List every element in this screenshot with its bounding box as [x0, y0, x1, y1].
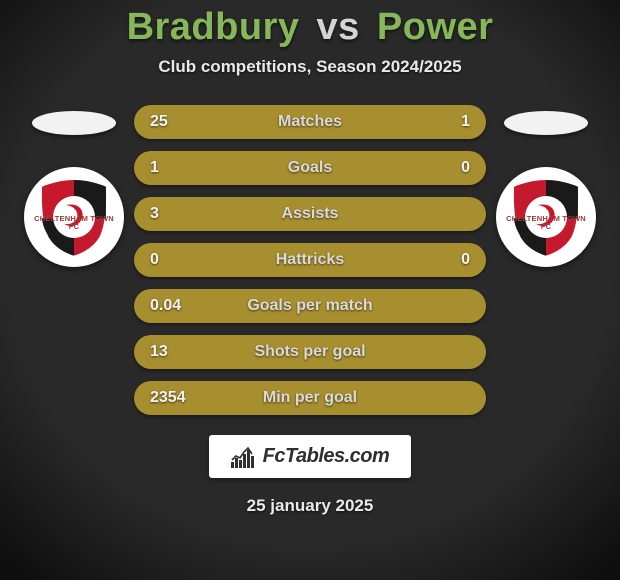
stat-label: Assists: [210, 205, 410, 223]
brand-badge[interactable]: FcTables.com: [209, 435, 412, 478]
brand-text: FcTables.com: [263, 445, 390, 468]
left-column: CHELTENHAM TOWN FC: [14, 105, 134, 267]
club-name-right: CHELTENHAM TOWN FC: [504, 215, 588, 230]
stat-row: 3Assists: [134, 197, 486, 231]
club-crest-left: CHELTENHAM TOWN FC: [32, 175, 116, 259]
stats-table: 25Matches11Goals03Assists0Hattricks00.04…: [134, 105, 486, 415]
date-text: 25 january 2025: [247, 496, 374, 516]
club-logo-left: CHELTENHAM TOWN FC: [24, 167, 124, 267]
stat-label: Matches: [210, 113, 410, 131]
stat-value-left: 3: [150, 205, 210, 223]
brand-bars-icon: [231, 446, 257, 468]
stat-value-left: 13: [150, 343, 210, 361]
club-crest-right: CHELTENHAM TOWN FC: [504, 175, 588, 259]
club-logo-right: CHELTENHAM TOWN FC: [496, 167, 596, 267]
stat-label: Min per goal: [210, 389, 410, 407]
stat-value-right: 0: [410, 251, 470, 269]
player1-name: Bradbury: [127, 6, 300, 48]
stat-label: Hattricks: [210, 251, 410, 269]
stat-row: 25Matches1: [134, 105, 486, 139]
stat-value-left: 0: [150, 251, 210, 269]
stat-row: 0.04Goals per match: [134, 289, 486, 323]
stat-row: 13Shots per goal: [134, 335, 486, 369]
title-vs: vs: [317, 6, 360, 48]
right-column: CHELTENHAM TOWN FC: [486, 105, 606, 267]
stat-row: 2354Min per goal: [134, 381, 486, 415]
stat-value-right: 1: [410, 113, 470, 131]
page-title: Bradbury vs Power: [127, 6, 494, 49]
flag-right: [504, 111, 588, 135]
subtitle: Club competitions, Season 2024/2025: [158, 57, 461, 77]
stat-value-left: 0.04: [150, 297, 210, 315]
stat-label: Goals: [210, 159, 410, 177]
stat-row: 0Hattricks0: [134, 243, 486, 277]
stat-label: Goals per match: [210, 297, 410, 315]
stat-value-left: 2354: [150, 389, 210, 407]
flag-left: [32, 111, 116, 135]
player2-name: Power: [377, 6, 494, 48]
stat-value-left: 25: [150, 113, 210, 131]
stat-value-right: 0: [410, 159, 470, 177]
stat-label: Shots per goal: [210, 343, 410, 361]
club-name-left: CHELTENHAM TOWN FC: [32, 215, 116, 230]
stat-row: 1Goals0: [134, 151, 486, 185]
stat-value-left: 1: [150, 159, 210, 177]
